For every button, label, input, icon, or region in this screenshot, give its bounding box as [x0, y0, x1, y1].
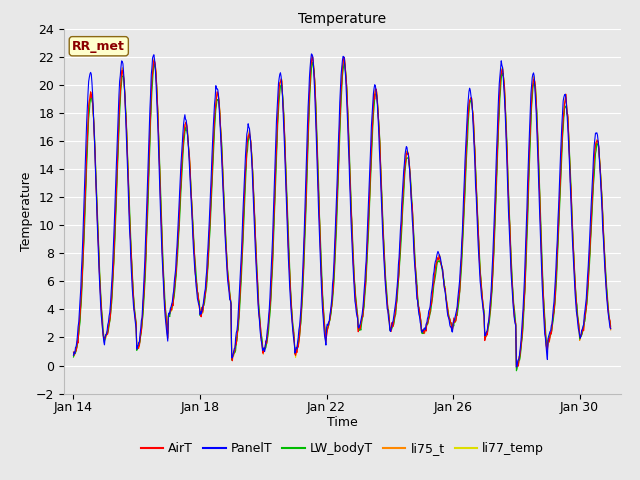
Title: Temperature: Temperature: [298, 12, 387, 26]
Legend: AirT, PanelT, LW_bodyT, li75_t, li77_temp: AirT, PanelT, LW_bodyT, li75_t, li77_tem…: [136, 437, 549, 460]
Y-axis label: Temperature: Temperature: [20, 171, 33, 251]
Text: RR_met: RR_met: [72, 40, 125, 53]
X-axis label: Time: Time: [327, 416, 358, 429]
